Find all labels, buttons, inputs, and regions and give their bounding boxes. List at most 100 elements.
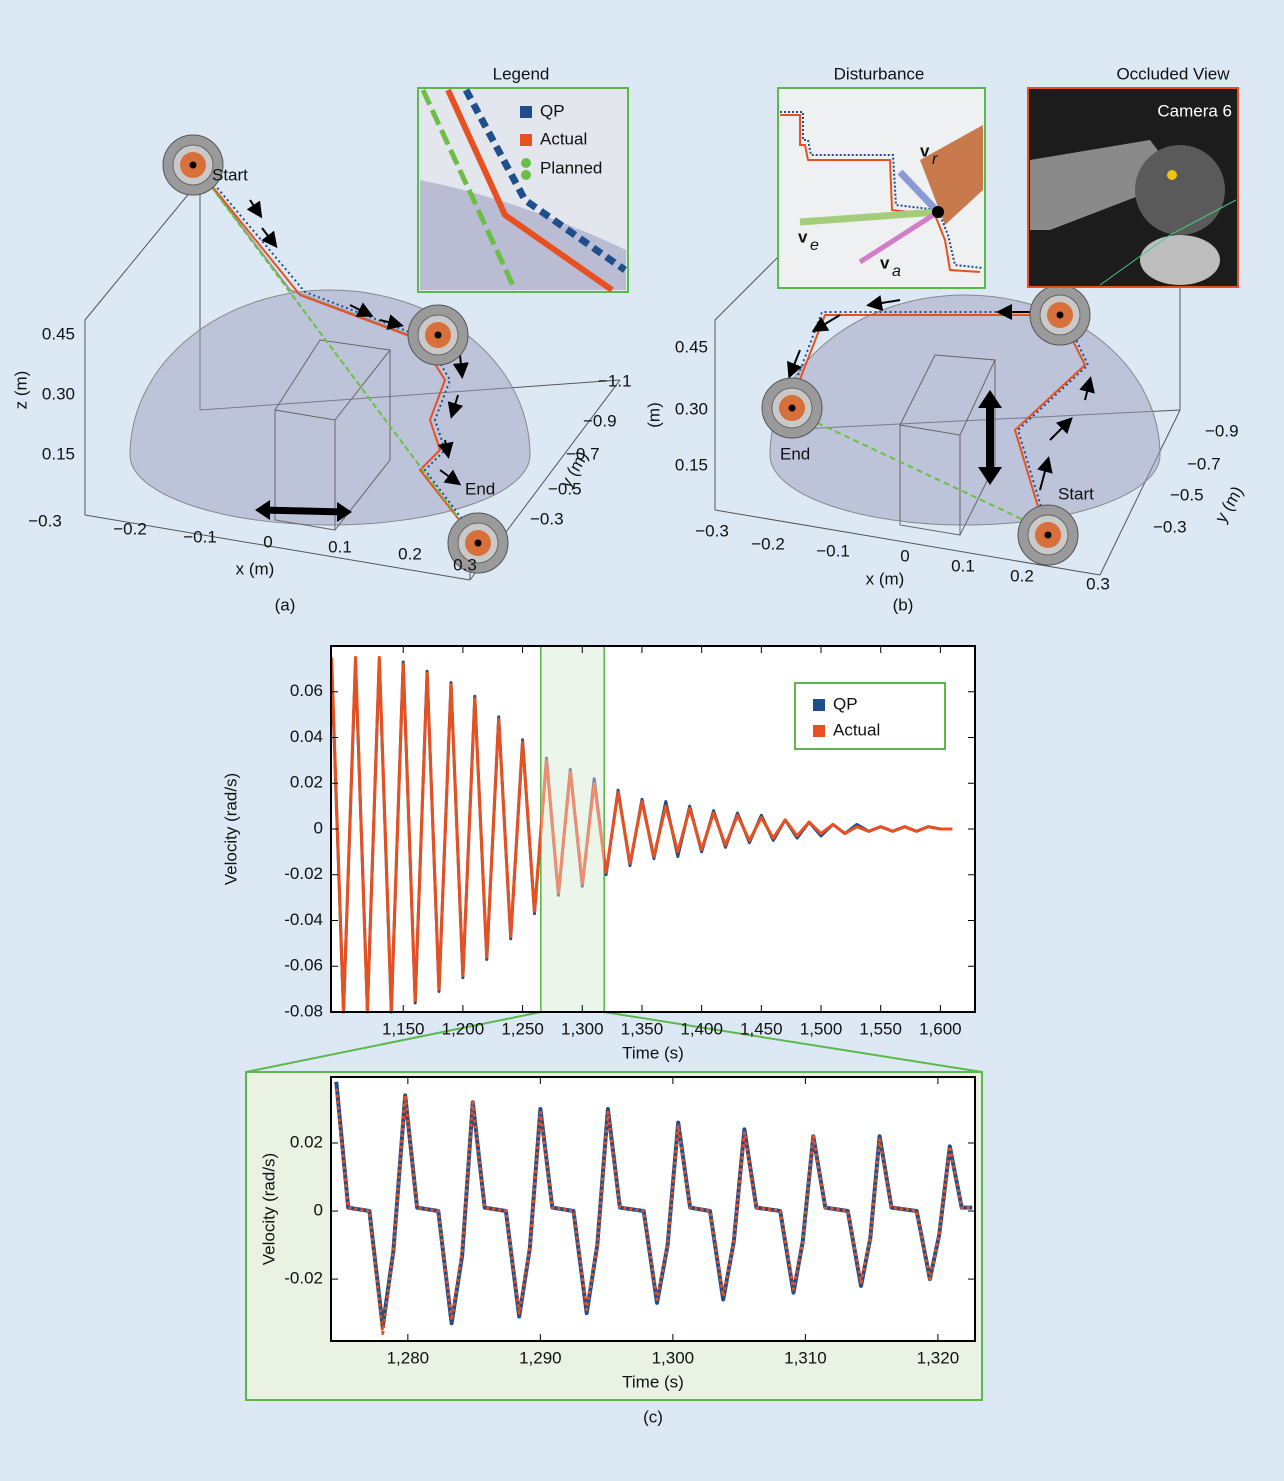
legend-swatch [813,725,825,737]
x-tick-label: 1,150 [382,1019,425,1038]
series-line [330,655,953,1014]
legend-swatch [520,134,532,146]
z-tick-label: 0.15 [42,444,75,463]
z-tick-label: 0.30 [42,384,75,403]
x-tick-label: 1,280 [387,1348,430,1367]
x-tick-label: 1,550 [859,1019,902,1038]
z-tick-label: 0.30 [675,399,708,418]
legend-label: Actual [540,129,587,148]
camera-arm [1030,140,1180,230]
legend-label: Planned [540,158,602,177]
x-tick-label: 1,450 [740,1019,783,1038]
inset-title: Disturbance [834,64,925,83]
legend-swatch [521,170,531,180]
z-axis-label: (m) [644,402,663,427]
axes-box [714,240,1181,576]
z-tick-label: 0.15 [675,455,708,474]
y-tick-label: -0.04 [284,910,323,929]
vector-subscript: r [932,151,938,168]
camera-joint [1135,145,1225,235]
inset-actual [780,114,981,273]
end-label: End [465,479,495,498]
y-tick-label: 0.02 [290,1132,323,1151]
x-tick-label: 0.2 [398,544,422,563]
x-tick-label: −0.1 [183,527,217,546]
legend-label: QP [540,101,565,120]
start-label: Start [1058,484,1094,503]
direction-arrows [246,199,469,486]
path-qp [197,164,479,541]
x-tick-label: 1,310 [784,1348,827,1367]
y-axis-label: Velocity (rad/s) [259,1153,278,1265]
camera-label: Camera 6 [1157,101,1232,120]
vector-r [897,169,941,215]
legend-swatch [521,158,531,168]
robot-mid [1029,284,1091,346]
y-tick-label: −0.5 [1170,485,1204,504]
panel-a: Legend QP Actual Planned Start End 0.45 … [11,64,631,614]
inset-planned [420,88,518,292]
x-tick-label: 1,290 [519,1348,562,1367]
contact-point [932,206,944,218]
path-planned [789,409,1046,531]
x-axis-label: x (m) [236,559,275,578]
legend-swatch [520,106,532,118]
panel-label: (c) [643,1407,663,1426]
zoom-connector [603,1011,983,1073]
x-tick-label: 0.2 [1010,566,1034,585]
camera-marker [1167,170,1177,180]
x-tick-label: 1,350 [621,1019,664,1038]
x-tick-label: −0.3 [695,521,729,540]
y-tick-label: 0 [314,1201,323,1220]
x-axis-label: x (m) [866,569,905,588]
x-tick-label: −0.3 [28,511,62,530]
x-tick-label: 1,200 [442,1019,485,1038]
x-tick-label: 0.1 [951,556,975,575]
y-tick-label: 0.04 [290,727,323,746]
x-axis-label: Time (s) [622,1043,684,1062]
y-tick-label: -0.06 [284,956,323,975]
vector-e [799,208,939,226]
y-axis-label: y (m) [1211,483,1247,526]
y-tick-label: −0.9 [583,411,617,430]
x-tick-label: −0.1 [816,541,850,560]
inset-robot [920,125,983,225]
legend-swatch [813,699,825,711]
y-axis-label: Velocity (rad/s) [221,773,240,885]
x-axis-label: Time (s) [622,1372,684,1391]
legend-title: Legend [493,64,550,83]
robot-end [761,377,823,439]
robot-start [1017,504,1079,566]
vector-subscript: a [892,263,901,280]
y-tick-label: 0.02 [290,773,323,792]
x-tick-label: −0.2 [751,534,785,553]
vector-symbol: v [798,227,808,246]
obstacle [274,339,391,531]
x-tick-label: 0.3 [1086,574,1110,593]
legend-label: Actual [833,720,880,739]
inset-title: Occluded View [1116,64,1230,83]
y-tick-label: −0.3 [1153,517,1187,536]
disturbance-arrow [261,506,346,516]
camera-joint [1140,235,1220,285]
vector-a [858,209,940,265]
x-tick-label: 0.3 [453,555,477,574]
panel-b: Disturbance v r v e v a Camera 6 Occlude… [644,64,1247,614]
plot-frame [330,1076,976,1342]
x-tick-label: −0.2 [113,519,147,538]
panel-label: (a) [275,595,296,614]
y-tick-label: −0.5 [548,479,582,498]
legend-label: QP [833,694,858,713]
hemisphere [769,294,1161,526]
path-planned [194,164,476,541]
y-tick-label: −0.9 [1205,421,1239,440]
y-tick-label: −0.7 [1187,454,1221,473]
x-tick-label: 1,600 [919,1019,962,1038]
robot-mid [407,304,469,366]
y-axis-label: y (m) [556,448,592,491]
y-tick-label: −0.7 [566,444,600,463]
x-tick-label: 0.1 [328,537,352,556]
path-actual [194,164,476,541]
